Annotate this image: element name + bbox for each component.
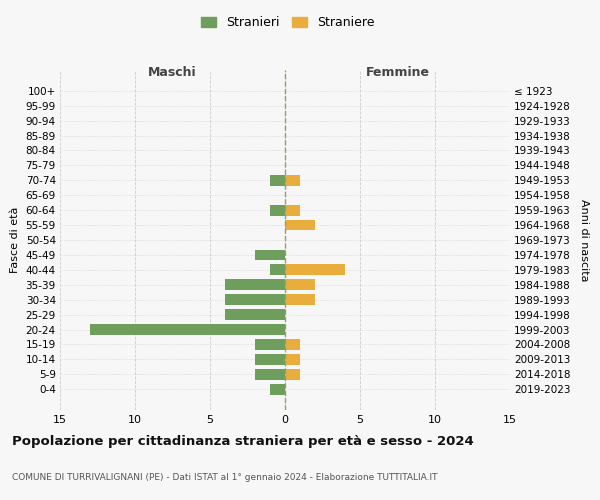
Bar <box>270 205 285 216</box>
Bar <box>255 250 285 260</box>
Bar <box>285 369 300 380</box>
Bar <box>270 175 285 186</box>
Bar <box>255 339 285 350</box>
Y-axis label: Fasce di età: Fasce di età <box>10 207 20 273</box>
Text: Maschi: Maschi <box>148 66 197 79</box>
Text: Popolazione per cittadinanza straniera per età e sesso - 2024: Popolazione per cittadinanza straniera p… <box>12 435 474 448</box>
Bar <box>225 309 285 320</box>
Y-axis label: Anni di nascita: Anni di nascita <box>579 198 589 281</box>
Bar <box>285 175 300 186</box>
Bar <box>285 339 300 350</box>
Bar <box>285 205 300 216</box>
Bar <box>270 264 285 275</box>
Bar <box>285 354 300 364</box>
Bar <box>225 294 285 305</box>
Bar <box>285 220 315 230</box>
Text: Femmine: Femmine <box>365 66 430 79</box>
Bar <box>285 264 345 275</box>
Legend: Stranieri, Straniere: Stranieri, Straniere <box>196 11 380 34</box>
Bar <box>270 384 285 394</box>
Bar <box>285 280 315 290</box>
Bar <box>225 280 285 290</box>
Bar <box>255 369 285 380</box>
Text: COMUNE DI TURRIVALIGNANI (PE) - Dati ISTAT al 1° gennaio 2024 - Elaborazione TUT: COMUNE DI TURRIVALIGNANI (PE) - Dati IST… <box>12 472 437 482</box>
Bar <box>90 324 285 335</box>
Bar <box>285 294 315 305</box>
Bar <box>255 354 285 364</box>
